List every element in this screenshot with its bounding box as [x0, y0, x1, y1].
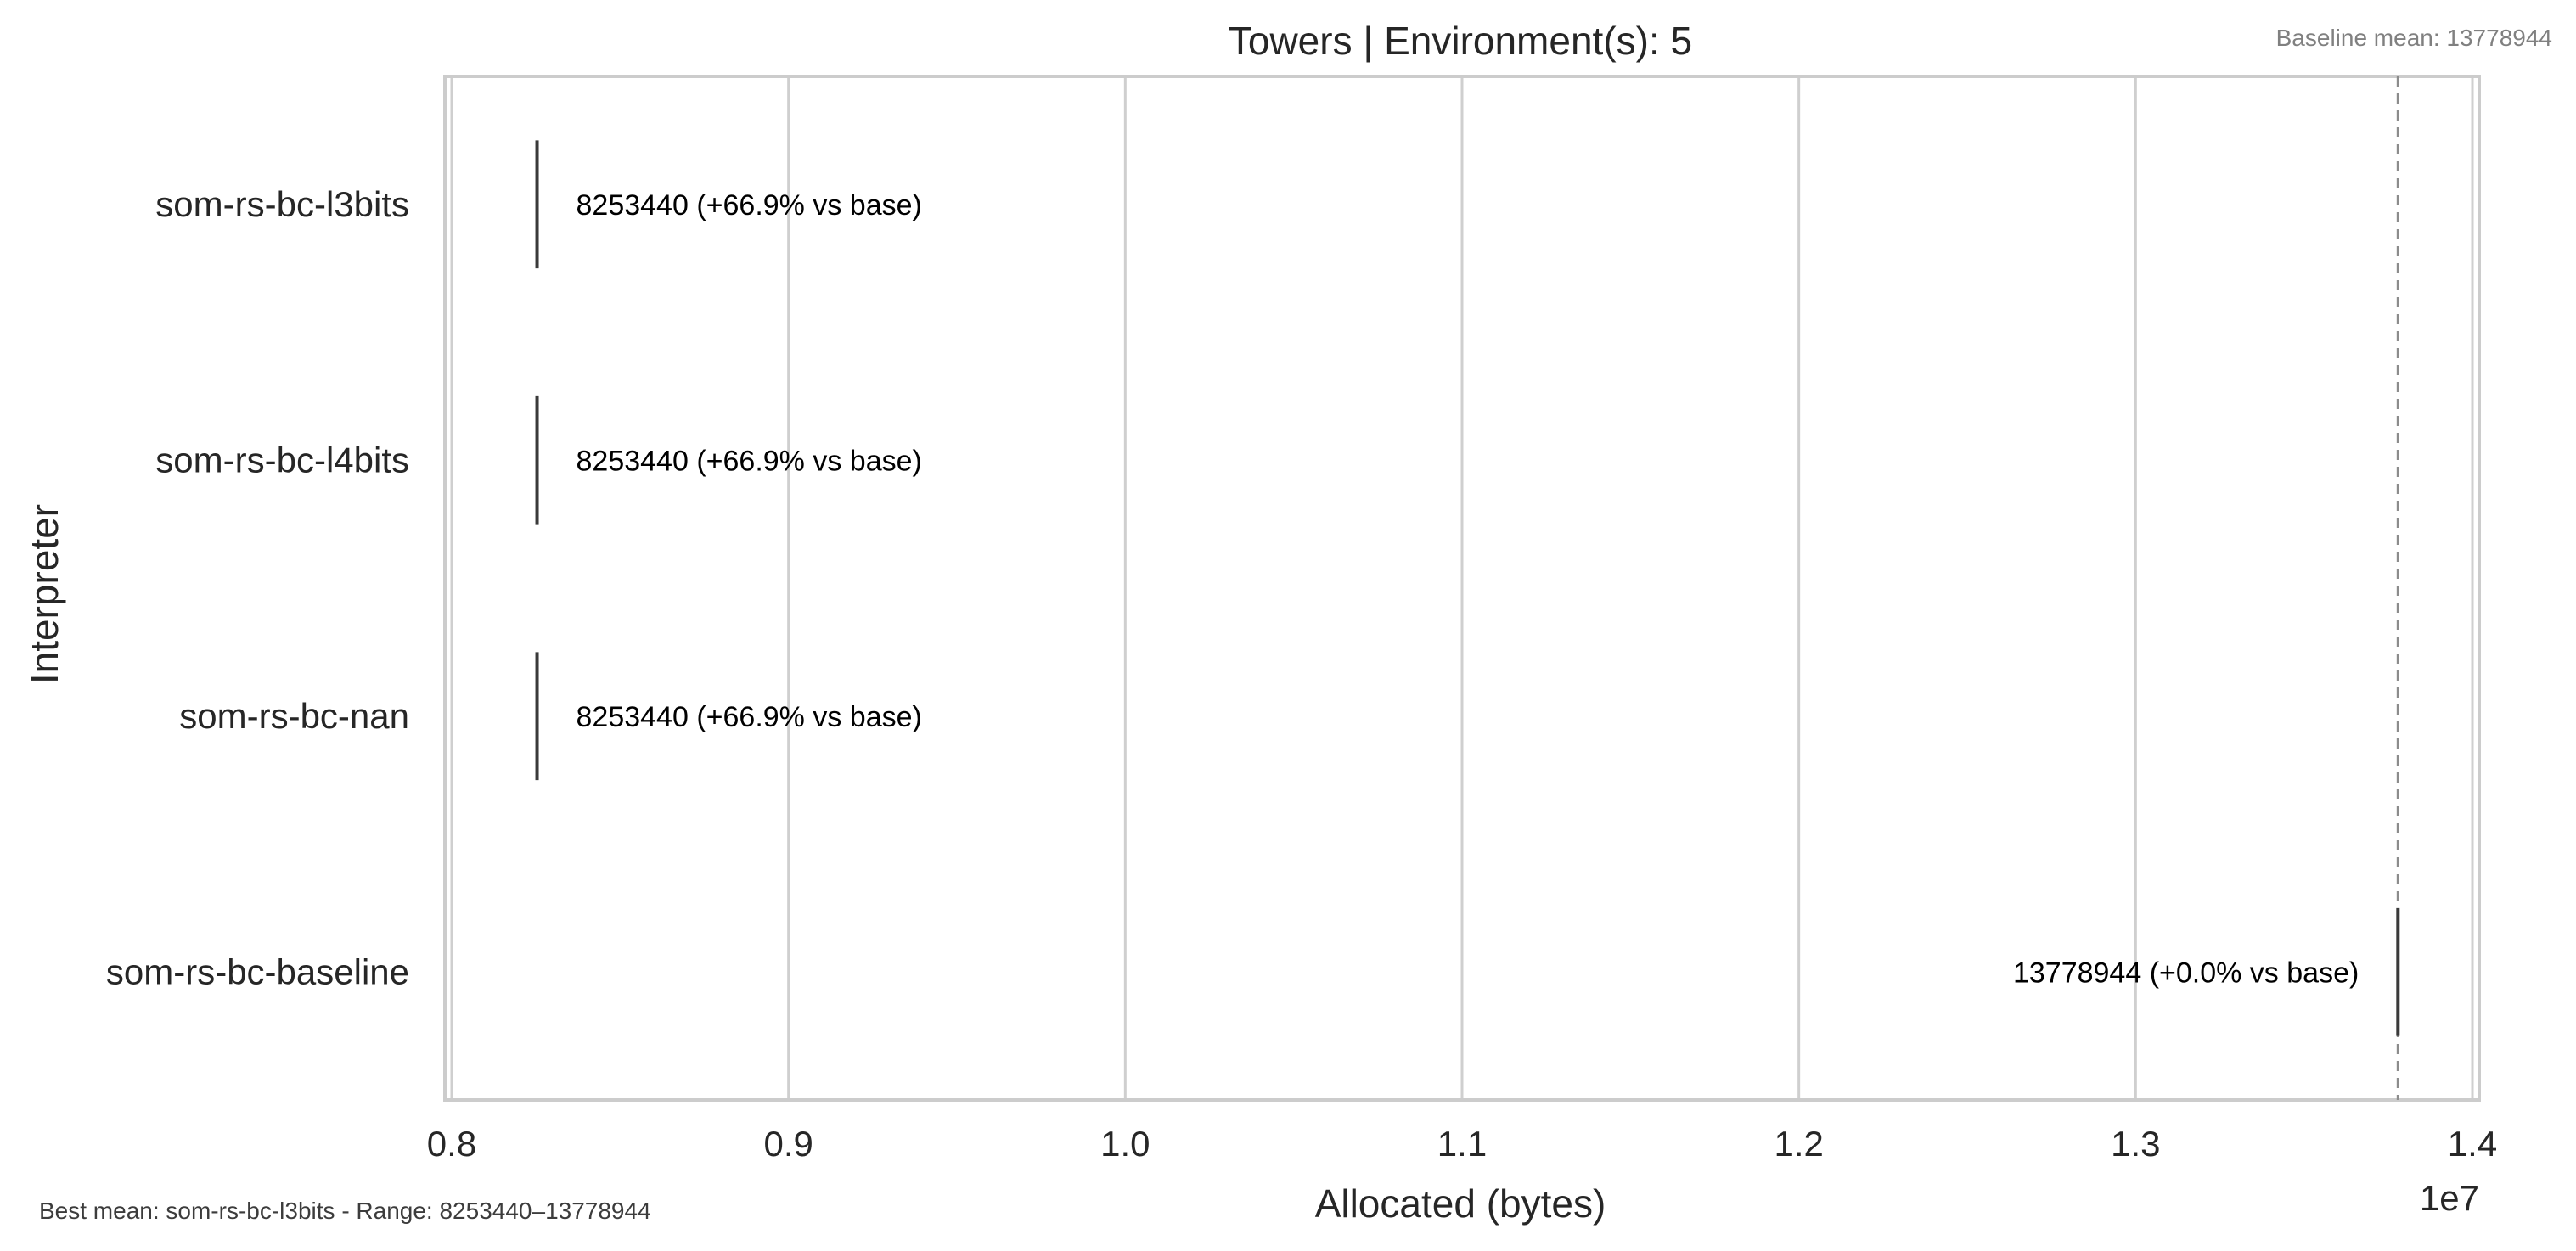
- x-tick-label: 1.4: [2448, 1124, 2497, 1164]
- y-axis-label: Interpreter: [22, 504, 66, 684]
- baseline-mean-note: Baseline mean: 13778944: [2276, 25, 2552, 51]
- x-tick-label: 0.8: [427, 1124, 476, 1164]
- y-category-label: som-rs-bc-baseline: [106, 951, 409, 991]
- y-category-label: som-rs-bc-nan: [179, 696, 409, 736]
- data-label: 13778944 (+0.0% vs base): [2013, 956, 2359, 989]
- data-label: 8253440 (+66.9% vs base): [577, 189, 922, 222]
- x-tick-label: 1.2: [1774, 1124, 1823, 1164]
- y-category-label: som-rs-bc-l3bits: [155, 184, 409, 224]
- x-tick-labels: 0.8 0.9 1.0 1.1 1.2 1.3 1.4: [427, 1124, 2497, 1164]
- x-axis-label: Allocated (bytes): [1315, 1181, 1606, 1226]
- plot-area-frame: [443, 75, 2481, 1102]
- x-axis-scale-label: 1e7: [2420, 1178, 2479, 1218]
- data-label: 8253440 (+66.9% vs base): [577, 445, 922, 477]
- x-tick-label: 1.1: [1437, 1124, 1487, 1164]
- x-tick-label: 1.0: [1100, 1124, 1150, 1164]
- data-label: 8253440 (+66.9% vs base): [577, 701, 922, 733]
- x-tick-label: 0.9: [763, 1124, 813, 1164]
- footnote-best-mean: Best mean: som-rs-bc-l3bits - Range: 825…: [39, 1198, 651, 1224]
- x-tick-label: 1.3: [2111, 1124, 2160, 1164]
- grid-lines: [450, 76, 2474, 1100]
- y-category-label: som-rs-bc-l4bits: [155, 440, 409, 480]
- chart-title: Towers | Environment(s): 5: [1229, 19, 1692, 63]
- data-marks: 8253440 (+66.9% vs base) 8253440 (+66.9% …: [535, 140, 2400, 1036]
- y-category-labels: som-rs-bc-l3bits som-rs-bc-l4bits som-rs-b…: [106, 184, 409, 992]
